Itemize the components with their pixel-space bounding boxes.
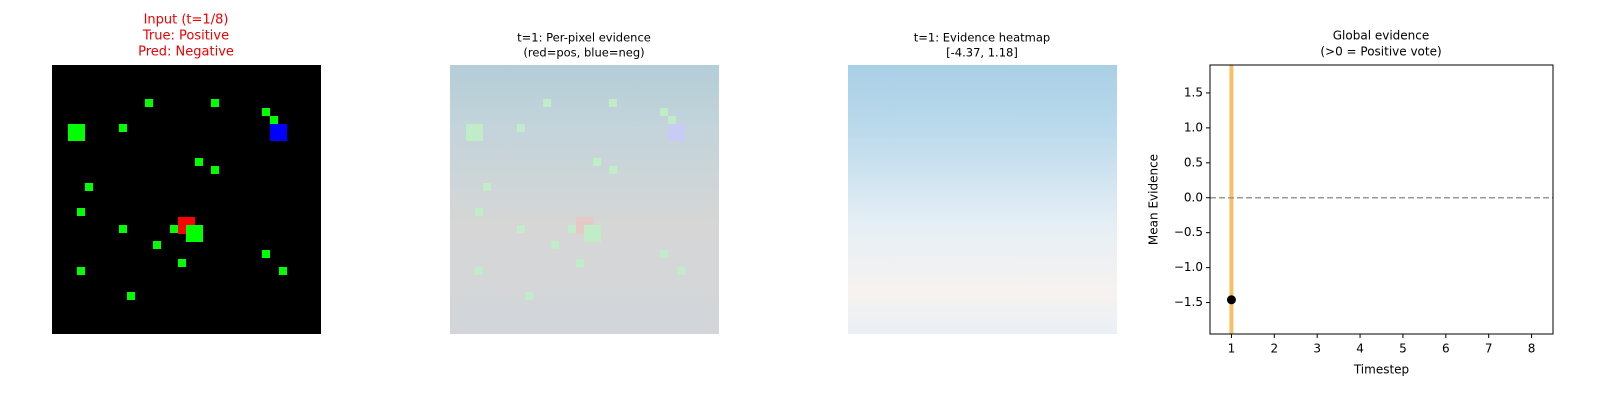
pixel	[270, 124, 287, 141]
x-tick-label: 2	[1270, 342, 1278, 356]
panel-title: (>0 = Positive vote)	[1320, 45, 1441, 59]
point	[1226, 295, 1236, 305]
x-tick-label: 8	[1528, 342, 1536, 356]
panel-title: Pred: Negative	[138, 45, 234, 60]
x-tick-label: 4	[1356, 342, 1364, 356]
pixel	[119, 124, 127, 132]
pixel	[211, 99, 219, 107]
x-tick-label: 1	[1228, 342, 1236, 356]
pixel	[170, 225, 178, 233]
pixel	[660, 108, 668, 116]
pixel	[551, 241, 559, 249]
panel-title: [-4.37, 1.18]	[946, 46, 1018, 60]
panel-title: True: Positive	[142, 29, 229, 44]
pixel	[466, 124, 483, 141]
y-tick-label: −1.0	[1174, 260, 1203, 274]
pixel	[153, 241, 161, 249]
pixel	[262, 108, 270, 116]
input-pixels	[68, 99, 287, 300]
pixel	[483, 183, 491, 191]
pixel	[127, 292, 135, 300]
y-tick-label: 0.5	[1184, 155, 1203, 169]
panel-title: Global evidence	[1333, 29, 1430, 43]
pixel	[593, 158, 601, 166]
pixel	[77, 208, 85, 216]
pixel	[517, 225, 525, 233]
pixel	[68, 124, 85, 141]
pixel	[660, 250, 668, 258]
pixel	[668, 116, 676, 124]
y-tick-label: −1.5	[1174, 295, 1203, 309]
x-tick-label: 3	[1313, 342, 1321, 356]
pixel	[85, 183, 93, 191]
evidence-image	[450, 65, 719, 334]
x-tick-label: 5	[1399, 342, 1407, 356]
pixel	[178, 259, 186, 267]
pixel	[576, 259, 584, 267]
panel-title: (red=pos, blue=neg)	[523, 46, 644, 60]
pixel	[270, 116, 278, 124]
input-image	[52, 65, 321, 334]
pixel	[677, 267, 685, 275]
pixel	[517, 124, 525, 132]
pixel	[525, 292, 533, 300]
y-tick-label: 0.0	[1184, 190, 1203, 204]
pixel	[568, 225, 576, 233]
pixel	[475, 267, 483, 275]
y-tick-label: −0.5	[1174, 225, 1203, 239]
y-tick-label: 1.0	[1184, 120, 1203, 134]
pixel	[262, 250, 270, 258]
heatmap-image	[848, 65, 1117, 334]
plot-area: 1 2 3 4 5 6 7 8 −1.5 −1.0 −0.5 0.0 0.5 1.0 1.5 Timestep…	[1147, 64, 1554, 377]
pixel	[195, 158, 203, 166]
pixel	[584, 225, 601, 242]
axes-frame	[1209, 64, 1554, 335]
pixel	[475, 208, 483, 216]
y-axis-label: Mean Evidence	[1147, 154, 1161, 245]
pixel	[119, 225, 127, 233]
x-axis-label: Timestep	[1353, 363, 1409, 377]
pixel	[543, 99, 551, 107]
pixel	[145, 99, 153, 107]
panel-title: t=1: Evidence heatmap	[914, 31, 1050, 45]
pixel	[186, 225, 203, 242]
y-tick-label: 1.5	[1184, 85, 1203, 99]
pixel	[609, 99, 617, 107]
pixel	[211, 166, 219, 174]
x-tick-label: 7	[1485, 342, 1493, 356]
evidence-pixels	[466, 99, 685, 300]
x-tick-label: 6	[1442, 342, 1450, 356]
pixel	[668, 124, 685, 141]
pixel	[77, 267, 85, 275]
pixel	[279, 267, 287, 275]
panel-title: t=1: Per-pixel evidence	[517, 31, 651, 45]
pixel	[609, 166, 617, 174]
panel-title: Input (t=1/8)	[144, 13, 229, 28]
